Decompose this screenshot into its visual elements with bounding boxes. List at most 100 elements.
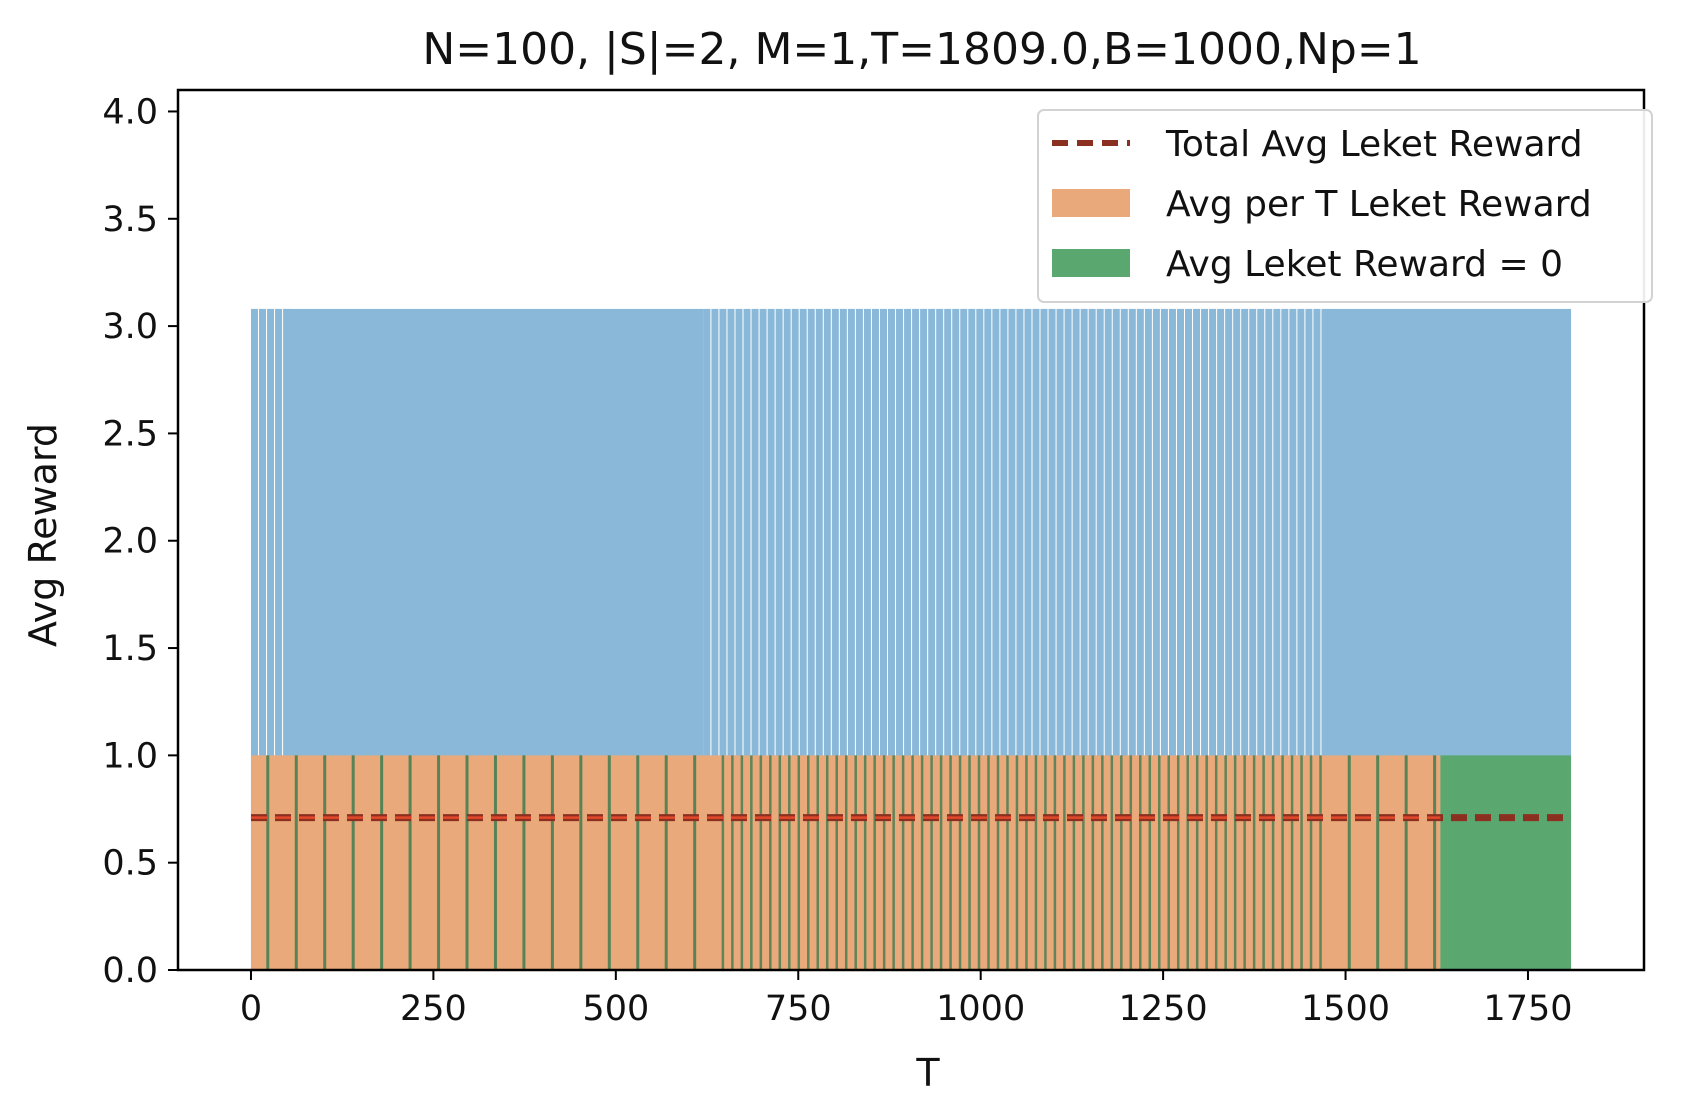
bar-blue-24 (855, 308, 863, 970)
bar-green-stripe-10 (550, 755, 554, 970)
bar-blue-8 (727, 308, 735, 970)
bar-blue-61 (1152, 308, 1160, 970)
bar-blue-34 (936, 308, 944, 970)
bar-blue-39 (976, 308, 984, 970)
bar-blue-64 (1176, 308, 1184, 970)
legend-swatch-avg-zero (1052, 249, 1130, 277)
bar-green-stripe-23 (788, 755, 791, 970)
x-axis: 0 250 500 750 1000 1250 1500 1750 (240, 970, 1573, 1029)
bar-green-stripe-69 (1224, 755, 1227, 970)
bar-blue-58 (1128, 308, 1136, 970)
bar-green-stripe-36 (911, 755, 914, 970)
bar-blue-51 (1072, 308, 1080, 970)
x-tick-label-6: 1500 (1301, 989, 1390, 1029)
bar-blue-81 (1313, 308, 1321, 970)
bar-blue-41 (992, 308, 1000, 970)
bar-blue-42 (1000, 308, 1008, 970)
bar-green-stripe-14 (664, 755, 668, 970)
bar-blue-5 (703, 308, 711, 970)
bar-green-stripe-49 (1034, 755, 1038, 970)
bar-blue-74 (1257, 308, 1265, 970)
legend-box (1037, 109, 1653, 303)
bar-green-stripe-75 (1281, 755, 1284, 970)
x-tick-label-4: 1000 (936, 989, 1025, 1029)
bar-blue-66 (1193, 308, 1201, 970)
bar-green-stripe-66 (1195, 755, 1199, 970)
bar-blue-36 (952, 308, 960, 970)
bar-green-stripe-25 (807, 755, 810, 970)
bar-blue-56 (1112, 308, 1120, 970)
bar-blue-45 (1024, 308, 1032, 970)
bar-green-stripe-29 (844, 755, 848, 970)
bar-green-stripe-54 (1082, 755, 1085, 970)
y-tick-label-3: 1.5 (102, 629, 158, 669)
bar-green-stripe-78 (1309, 755, 1313, 970)
bar-green-stripe-62 (1158, 755, 1161, 970)
bar-blue-79 (1297, 308, 1305, 970)
bar-green-stripe-30 (854, 755, 857, 970)
bar-blue-1 (258, 308, 266, 970)
bar-blue-40 (984, 308, 992, 970)
bar-blue-3 (275, 308, 283, 970)
x-tick-label-1: 250 (400, 989, 467, 1029)
bar-blue-20 (823, 308, 831, 970)
bar-blue-82 (1321, 308, 1329, 970)
y-tick-label-4: 2.0 (102, 522, 158, 562)
bar-blue-30 (904, 308, 912, 970)
bar-green-stripe-83 (1433, 755, 1437, 970)
bar-blue-60 (1144, 308, 1152, 970)
bar-green-stripe-20 (759, 755, 763, 970)
bar-blue-38 (968, 308, 976, 970)
bar-blue-55 (1104, 308, 1112, 970)
bar-blue-50 (1064, 308, 1072, 970)
bar-green-stripe-7 (465, 755, 469, 970)
bar-blue-65 (1185, 308, 1193, 970)
x-tick-label-5: 1250 (1119, 989, 1208, 1029)
bar-green-stripe-50 (1044, 755, 1047, 970)
bar-green-stripe-55 (1091, 755, 1095, 970)
bar-blue-16 (791, 308, 799, 970)
legend-label-avg-per-t: Avg per T Leket Reward (1166, 184, 1592, 225)
bar-blue-31 (912, 308, 920, 970)
bar-green-stripe-33 (882, 755, 886, 970)
chart-title: N=100, |S|=2, M=1,T=1809.0,B=1000,Np=1 (422, 24, 1421, 75)
bar-green-stripe-72 (1252, 755, 1256, 970)
bar-green-stripe-68 (1214, 755, 1218, 970)
bar-blue-52 (1080, 308, 1088, 970)
bar-green-block (1440, 755, 1572, 970)
bar-blue-19 (815, 308, 823, 970)
plot-frame (176, 88, 1646, 972)
y-tick-label-7: 3.5 (102, 200, 158, 240)
bar-green-stripe-81 (1376, 755, 1380, 970)
bar-green-stripe-43 (977, 755, 981, 970)
bar-green-stripe-59 (1129, 755, 1133, 970)
bar-blue-10 (743, 308, 751, 970)
bar-green-stripe-61 (1148, 755, 1152, 970)
bar-green-stripe-31 (863, 755, 867, 970)
bar-blue-71 (1233, 308, 1241, 970)
bar-green-stripe-58 (1120, 755, 1123, 970)
bar-blue-25 (863, 308, 871, 970)
bar-green-stripe-17 (731, 755, 734, 970)
bar-green-stripe-41 (958, 755, 962, 970)
bar-blue-23 (847, 308, 855, 970)
bar-green-stripe-27 (825, 755, 829, 970)
bar-green-stripe-13 (636, 755, 640, 970)
bar-green-stripe-48 (1025, 755, 1028, 970)
y-tick-label-2: 1.0 (102, 736, 158, 776)
bar-green-stripe-44 (987, 755, 990, 970)
bar-blue-12 (759, 308, 767, 970)
bar-green-stripe-6 (437, 755, 441, 970)
bar-green-stripe-70 (1233, 755, 1237, 970)
bar-green-stripe-26 (816, 755, 820, 970)
bar-blue-17 (799, 308, 807, 970)
bar-blue-62 (1160, 308, 1168, 970)
bar-blue-47 (1040, 308, 1048, 970)
bar-blue-76 (1273, 308, 1281, 970)
bar-green-stripe-32 (873, 755, 876, 970)
bar-blue-80 (1305, 308, 1313, 970)
bar-green-stripe-63 (1167, 755, 1170, 970)
bar-green-stripe-79 (1319, 755, 1322, 970)
bar-green-stripe-8 (493, 755, 497, 970)
